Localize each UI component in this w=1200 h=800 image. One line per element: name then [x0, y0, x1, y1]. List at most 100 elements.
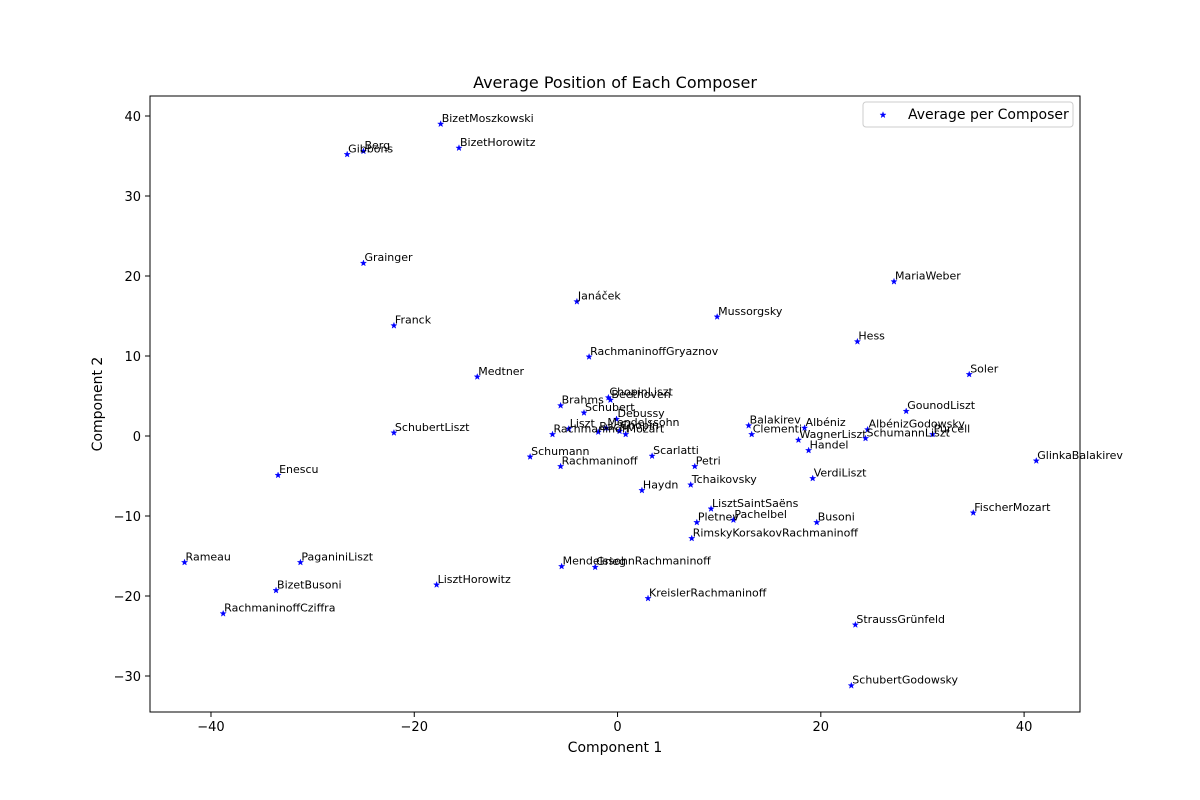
- point-label: Beethoven: [611, 388, 670, 401]
- data-point-star: [691, 462, 699, 470]
- point-label: RachmaninoffCziffra: [224, 602, 335, 615]
- plot-frame: [149, 95, 1081, 713]
- point-label: Chopin: [621, 419, 659, 432]
- data-point-star: [557, 462, 565, 470]
- legend-star-icon: [879, 111, 887, 119]
- data-point-star: [591, 563, 599, 571]
- y-tick-label: −20: [114, 590, 141, 605]
- point-label: Grainger: [364, 251, 413, 264]
- data-point-star: [644, 594, 652, 602]
- data-point-star: [638, 486, 646, 494]
- point-label: MariaWeber: [895, 270, 961, 283]
- data-point-star: [861, 434, 870, 442]
- point-label: Albéniz: [806, 416, 846, 429]
- data-point-star: [455, 144, 463, 152]
- point-label: Medtner: [478, 365, 524, 378]
- point-label: Berg: [364, 139, 390, 152]
- data-point-star: [602, 424, 610, 432]
- data-point-star: [748, 430, 756, 438]
- point-label: Mozart: [627, 422, 665, 435]
- data-point-star: [557, 401, 565, 409]
- point-label: Grieg: [596, 555, 626, 568]
- data-point-star: [713, 313, 721, 320]
- data-point-star: [890, 277, 898, 285]
- data-point-star: [274, 471, 282, 479]
- y-axis-ticks: −30 −20 −10 0 10 20 30 40: [114, 110, 150, 685]
- point-label: MendelssohnRachmaninoff: [563, 554, 712, 567]
- point-label: Hess: [858, 330, 885, 343]
- point-label: Pletnev: [698, 510, 740, 523]
- point-label: LisztSaintSaëns: [712, 497, 799, 510]
- point-label: Handel: [810, 438, 849, 451]
- point-label: Soler: [970, 362, 999, 375]
- x-tick-label: 40: [1016, 720, 1033, 735]
- point-label: Clementi: [753, 422, 802, 435]
- point-label: Mendelssohn: [607, 416, 679, 429]
- data-point-star: [902, 407, 910, 415]
- legend-marker-icon: [879, 111, 887, 119]
- point-label: Schumann: [531, 445, 589, 458]
- point-label: LisztHorowitz: [438, 573, 511, 586]
- point-label: WagnerLiszt: [799, 428, 867, 441]
- point-label: Pachelbel: [734, 508, 787, 521]
- data-point-star: [558, 562, 566, 570]
- legend-label: Average per Composer: [908, 107, 1069, 123]
- data-point-star: [606, 396, 615, 404]
- point-label: Haydn: [643, 478, 679, 491]
- data-point-star: [729, 516, 738, 524]
- point-label: Janáček: [577, 290, 622, 303]
- y-tick-label: 20: [124, 270, 141, 285]
- data-point-star: [548, 430, 557, 438]
- point-label: PaganiniLiszt: [301, 550, 373, 563]
- point-label: KreislerRachmaninoff: [649, 586, 767, 599]
- point-label: Liszt: [570, 417, 596, 430]
- point-label: RimskyKorsakovRachmaninoff: [693, 526, 859, 539]
- data-point-star: [847, 681, 855, 689]
- y-tick-label: −30: [114, 670, 141, 685]
- data-point-star: [296, 558, 305, 566]
- data-point-star: [390, 429, 398, 436]
- data-point-star: [585, 353, 593, 360]
- point-label: Brahms: [562, 394, 604, 407]
- legend: Average per Composer: [862, 101, 1074, 128]
- x-axis-ticks: −40 −20 0 20 40: [197, 712, 1032, 735]
- chart-title: Average Position of Each Composer: [473, 73, 757, 92]
- data-point-star: [580, 408, 588, 416]
- data-point-star: [433, 581, 441, 588]
- data-point-star: [851, 621, 859, 628]
- data-point-star: [687, 481, 695, 488]
- data-point-star: [594, 428, 602, 436]
- data-point-star: [180, 558, 189, 566]
- data-point-star: [359, 147, 368, 155]
- data-point-star: [612, 415, 621, 423]
- point-label: BizetHorowitz: [460, 136, 536, 149]
- y-axis-label: Component 2: [90, 357, 106, 452]
- point-label: SchumannLiszt: [867, 426, 951, 439]
- point-label: BizetBusoni: [277, 578, 341, 591]
- data-point-star: [573, 297, 581, 305]
- point-label: Debussy: [618, 407, 666, 420]
- point-label: Rachmaninoff: [562, 454, 638, 467]
- data-point-star: [800, 424, 809, 432]
- data-point-star: [969, 509, 977, 516]
- point-label: Mussorgsky: [718, 305, 783, 318]
- point-label: Franck: [395, 314, 432, 327]
- data-point-star: [965, 370, 973, 378]
- data-point-star: [688, 534, 696, 542]
- y-tick-label: 10: [124, 350, 141, 365]
- data-point-star: [272, 586, 280, 594]
- data-point-star: [693, 518, 701, 526]
- point-label: SchubertLiszt: [395, 421, 470, 434]
- point-label: GounodLiszt: [907, 399, 976, 412]
- point-label: ChopinLiszt: [609, 386, 673, 399]
- point-label: Gibbons: [348, 142, 393, 155]
- y-tick-label: −10: [114, 510, 141, 525]
- data-point-star: [622, 430, 630, 438]
- data-point-star: [707, 504, 715, 512]
- y-tick-label: 40: [124, 110, 141, 125]
- point-label: Rameau: [186, 550, 231, 563]
- point-label: Petri: [696, 454, 721, 467]
- point-label: Busoni: [818, 510, 855, 523]
